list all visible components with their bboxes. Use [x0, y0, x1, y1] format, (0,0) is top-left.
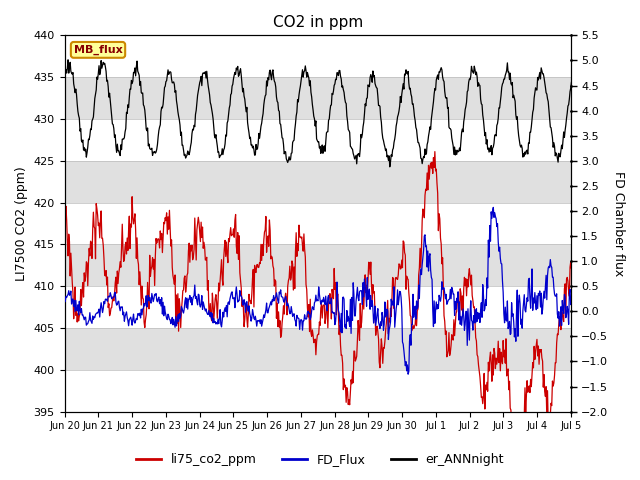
Bar — [65, 161, 571, 203]
Bar — [65, 77, 571, 119]
Text: MB_flux: MB_flux — [74, 45, 122, 55]
Bar — [65, 328, 571, 370]
Y-axis label: LI7500 CO2 (ppm): LI7500 CO2 (ppm) — [15, 166, 28, 281]
Title: CO2 in ppm: CO2 in ppm — [273, 15, 363, 30]
Legend: li75_co2_ppm, FD_Flux, er_ANNnight: li75_co2_ppm, FD_Flux, er_ANNnight — [131, 448, 509, 471]
Bar — [65, 244, 571, 286]
Y-axis label: FD Chamber flux: FD Chamber flux — [612, 171, 625, 276]
